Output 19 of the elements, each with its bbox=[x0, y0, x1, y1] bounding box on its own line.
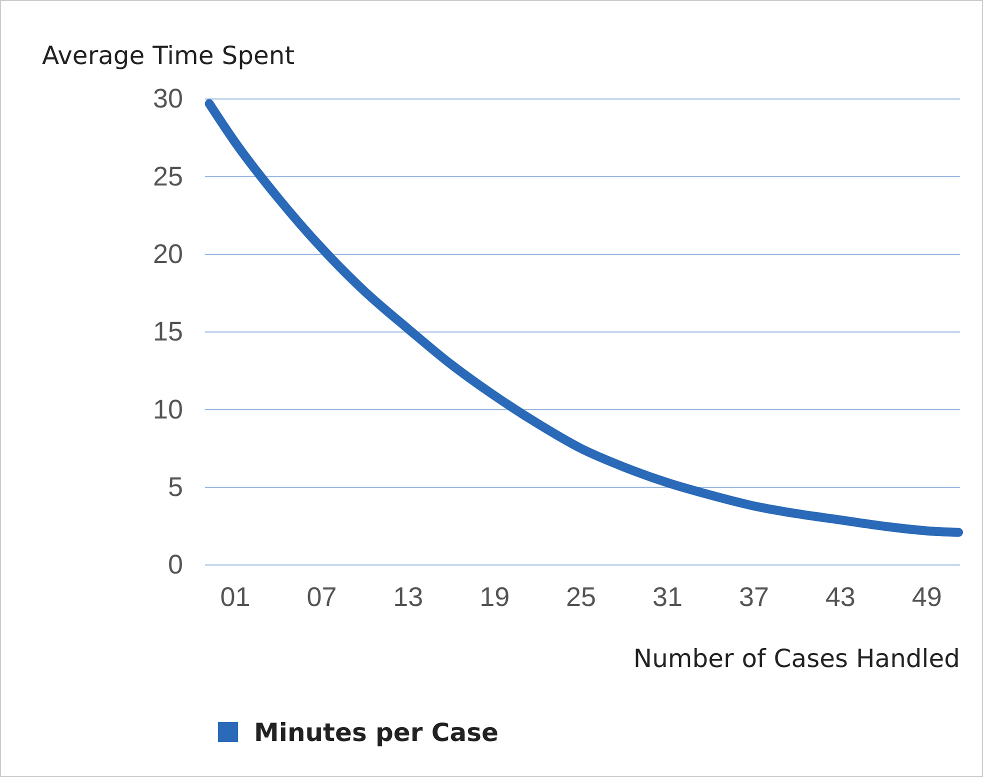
y-axis-title: Average Time Spent bbox=[42, 41, 295, 70]
x-tick-label: 13 bbox=[393, 582, 424, 612]
y-tick-label: 15 bbox=[152, 316, 183, 347]
x-tick-label: 25 bbox=[566, 582, 596, 612]
y-tick-label: 0 bbox=[168, 550, 183, 580]
x-tick-label: 49 bbox=[912, 582, 942, 612]
x-tick-label: 31 bbox=[652, 582, 683, 612]
y-tick-label: 30 bbox=[152, 84, 183, 114]
y-tick-label: 20 bbox=[152, 238, 183, 269]
x-tick-label: 19 bbox=[480, 582, 510, 612]
y-tick-label: 10 bbox=[152, 394, 183, 424]
x-axis-title: Number of Cases Handled bbox=[633, 644, 960, 673]
x-tick-label: 07 bbox=[306, 582, 337, 612]
y-tick-label: 25 bbox=[152, 161, 183, 192]
legend-label: Minutes per Case bbox=[254, 718, 498, 747]
x-tick-label: 01 bbox=[220, 582, 250, 612]
x-tick-label: 43 bbox=[825, 582, 856, 612]
x-tick-label: 37 bbox=[738, 582, 769, 612]
y-tick-label: 5 bbox=[168, 472, 183, 502]
